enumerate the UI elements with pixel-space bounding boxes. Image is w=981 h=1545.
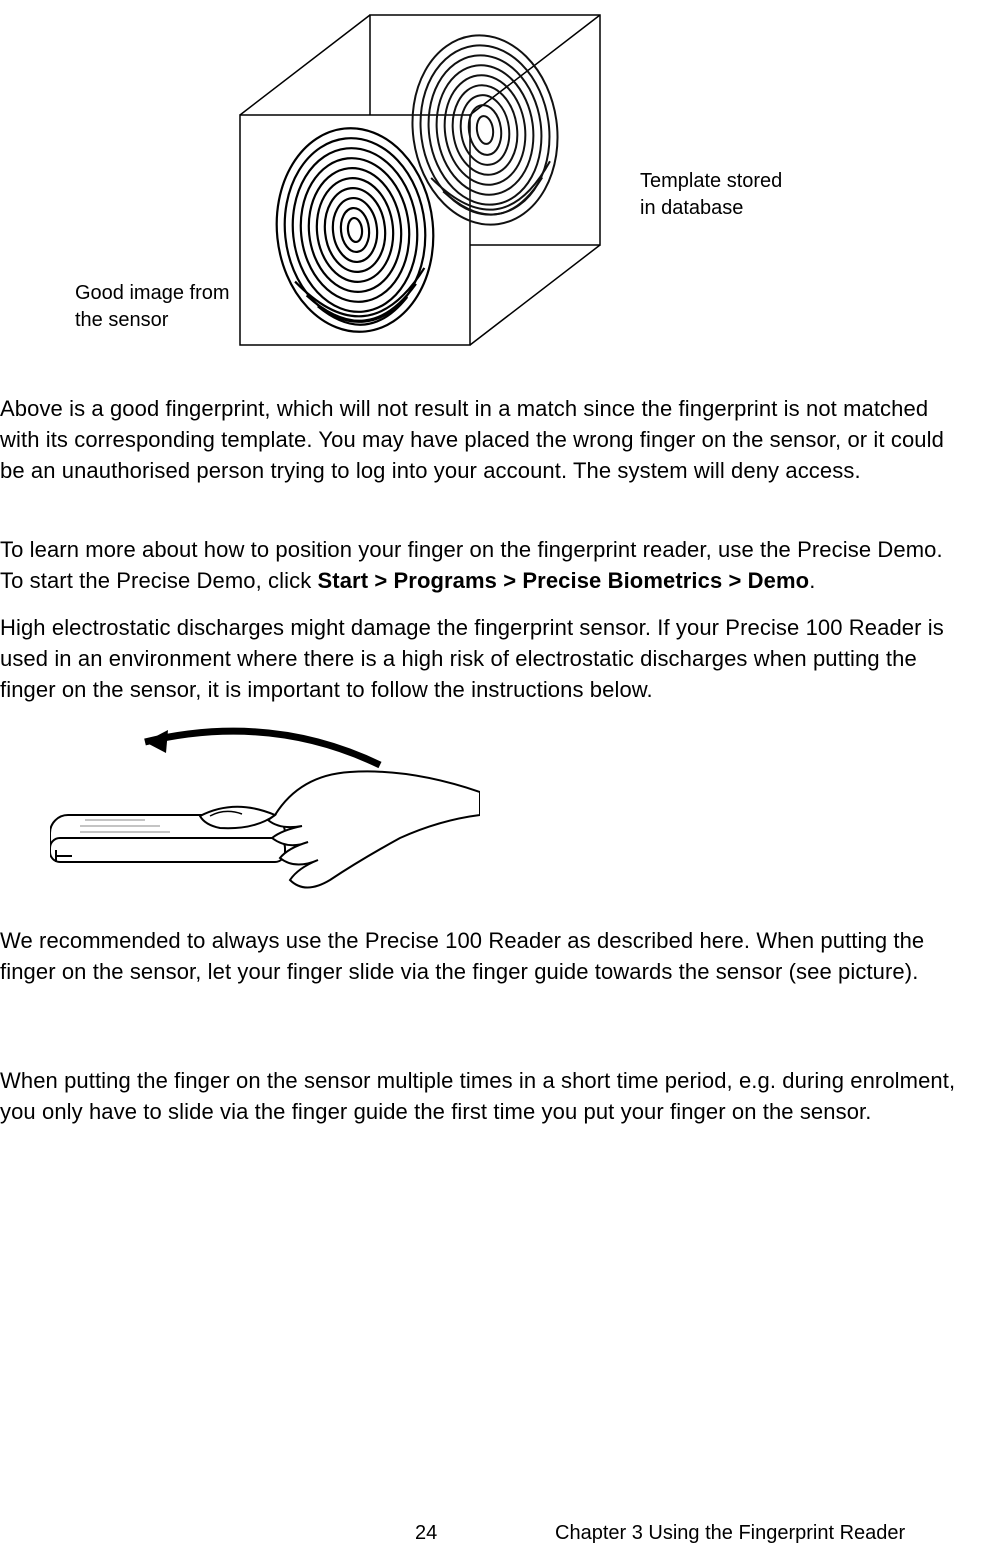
paragraph-2: To learn more about how to position your… <box>0 534 965 596</box>
figure-hand-slide <box>50 720 480 905</box>
chapter-title: Chapter 3 Using the Fingerprint Reader <box>555 1522 905 1545</box>
paragraph-5: When putting the finger on the sensor mu… <box>0 1065 965 1127</box>
label-good-image-line2: the sensor <box>75 309 168 331</box>
hand-slide-svg <box>50 720 480 900</box>
label-template-line1: Template stored <box>640 170 782 192</box>
paragraph-4: We recommended to always use the Precise… <box>0 925 965 987</box>
cube-diagram <box>230 10 630 365</box>
paragraph-3: High electrostatic discharges might dama… <box>0 612 965 706</box>
label-template-line2: in database <box>640 197 743 219</box>
cube-svg <box>230 10 630 360</box>
label-good-image: Good image from the sensor <box>75 280 230 334</box>
menu-path: Start > Programs > Precise Biometrics > … <box>318 568 810 593</box>
paragraph-2-post: . <box>809 568 815 593</box>
document-page: Good image from the sensor Template stor… <box>0 0 981 1540</box>
figure-fingerprint-cube: Good image from the sensor Template stor… <box>0 0 981 360</box>
label-template-stored: Template stored in database <box>640 168 782 222</box>
page-number: 24 <box>415 1522 437 1545</box>
paragraph-1: Above is a good fingerprint, which will … <box>0 393 965 487</box>
label-good-image-line1: Good image from <box>75 282 230 304</box>
